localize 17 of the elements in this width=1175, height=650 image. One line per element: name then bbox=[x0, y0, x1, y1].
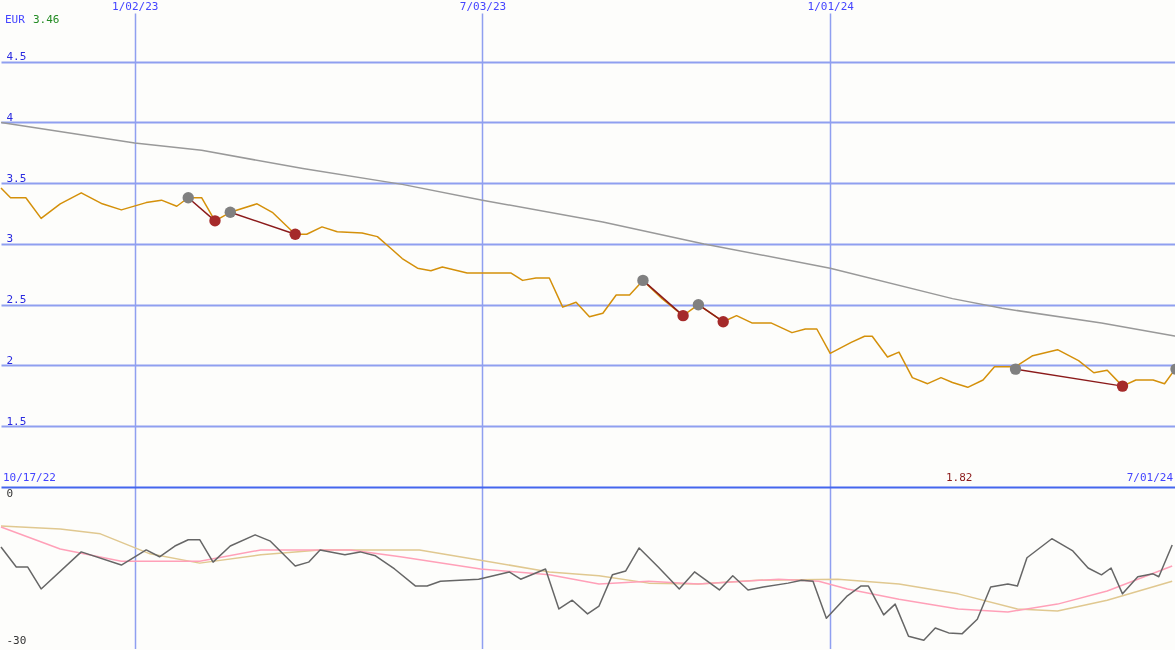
annotation: 3.46 bbox=[33, 13, 60, 26]
y-tick-label: 3 bbox=[6, 232, 14, 246]
y-tick-label: -30 bbox=[6, 633, 27, 647]
y-tick-label: 2 bbox=[6, 353, 14, 367]
annotation: 10/17/22 bbox=[3, 471, 56, 484]
y-tick-label: 3.5 bbox=[6, 171, 27, 185]
y-tick-label: 4 bbox=[6, 110, 14, 124]
annotation: 7/01/24 bbox=[1126, 471, 1174, 484]
x-tick-label: 1/01/24 bbox=[807, 0, 855, 13]
annotation: EUR bbox=[5, 13, 26, 26]
annotation: 1.82 bbox=[946, 471, 973, 484]
y-tick-label: 1.5 bbox=[6, 414, 27, 428]
x-tick-label: 1/02/23 bbox=[112, 0, 159, 13]
y-tick-label: 4.5 bbox=[6, 50, 27, 64]
x-tick-label: 7/03/23 bbox=[459, 0, 507, 13]
y-tick-label: 2.5 bbox=[6, 293, 27, 307]
y-tick-label: 0 bbox=[6, 487, 14, 501]
